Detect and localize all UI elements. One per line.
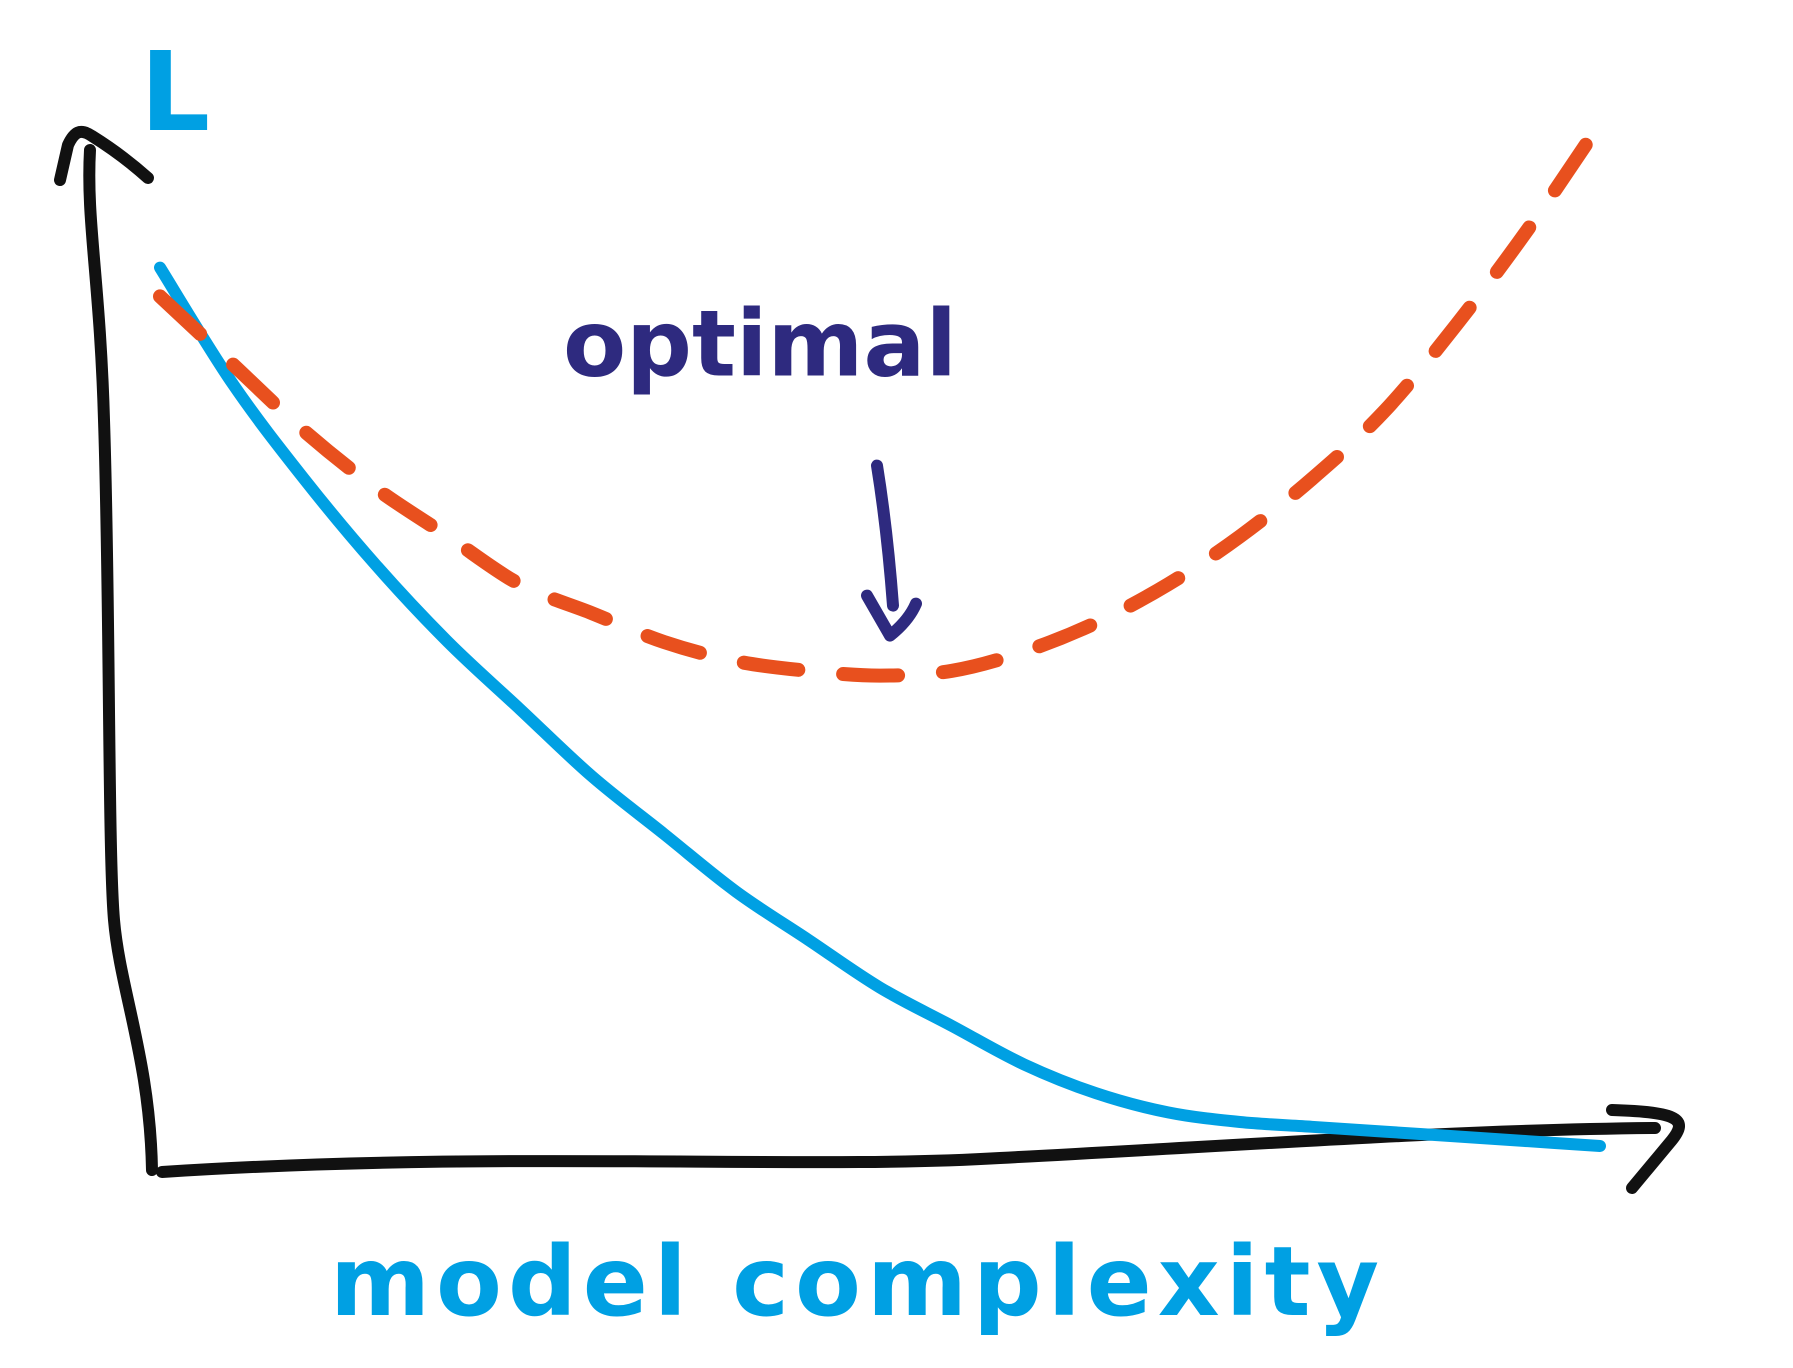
y-axis-label: L — [140, 28, 210, 156]
annotation-arrow-shaft — [871, 459, 899, 612]
y-axis-line — [83, 144, 158, 1176]
annotation-arrowhead — [861, 589, 922, 642]
series-line-solid — [154, 261, 1606, 1152]
x-axis-arrowhead — [1606, 1104, 1685, 1194]
y-axis-arrowhead — [54, 125, 154, 186]
series-line-dashed — [153, 116, 1607, 683]
x-axis-label: model complexity — [330, 1226, 1385, 1338]
annotation-label: optimal — [563, 291, 957, 398]
annotation-layer: optimal — [563, 291, 957, 642]
series-layer — [153, 116, 1607, 1152]
